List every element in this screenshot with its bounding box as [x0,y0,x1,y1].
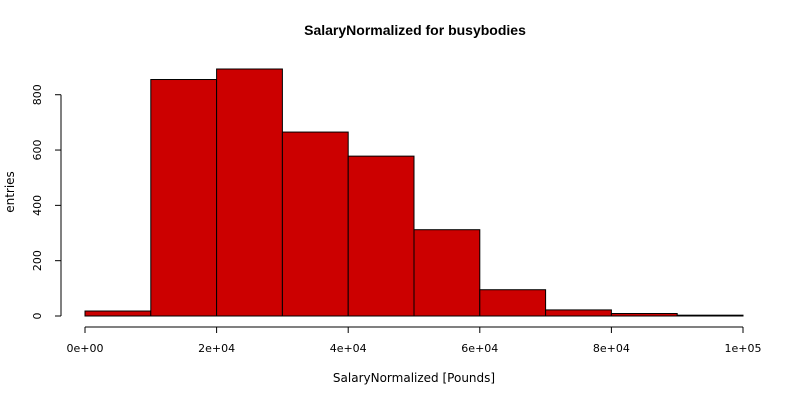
histogram-bar [150,79,218,317]
x-tick-label: 4e+04 [330,342,367,355]
x-tick-label: 8e+04 [593,342,630,355]
y-axis: 0 200 400 600 800 [31,84,62,320]
x-tick-label: 6e+04 [461,342,498,355]
y-tick-label: 800 [31,84,44,105]
histogram-bar [281,131,349,317]
y-tick-label: 400 [31,195,44,216]
histogram-bar [413,229,481,317]
histogram-bars [84,68,744,317]
histogram-bar [216,68,283,317]
histogram-bar [545,309,612,317]
x-axis: 0e+00 2e+04 4e+04 6e+04 8e+04 1e+05 [67,326,762,355]
histogram-bar [676,314,744,317]
y-axis-label: entries [3,171,17,213]
x-tick-label: 1e+05 [725,342,762,355]
chart-title: SalaryNormalized for busybodies [304,22,526,38]
x-axis-label: SalaryNormalized [Pounds] [333,371,495,385]
histogram-bar [610,313,678,317]
x-tick-label: 0e+00 [67,342,104,355]
x-tick-label: 2e+04 [198,342,235,355]
y-tick-label: 600 [31,140,44,161]
y-tick-label: 200 [31,250,44,271]
histogram-bar [84,310,152,317]
histogram-bar [347,155,415,317]
y-tick-label: 0 [31,313,44,320]
histogram-bar [479,289,547,317]
